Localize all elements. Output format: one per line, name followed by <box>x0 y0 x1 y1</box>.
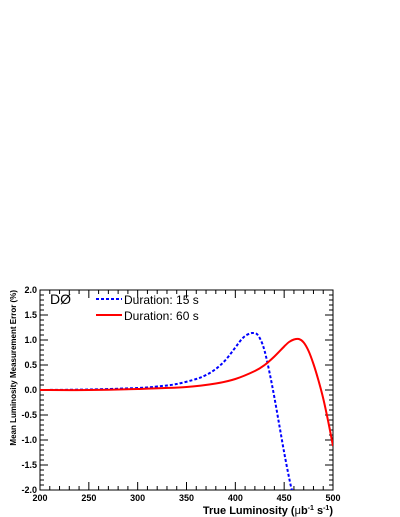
y-tick-label: 1.0 <box>24 335 37 345</box>
axis-ticks <box>39 289 334 491</box>
y-tick-label: -2.0 <box>21 485 37 495</box>
legend: Duration: 15 s Duration: 60 s <box>96 293 199 323</box>
y-tick-label: -1.0 <box>21 435 37 445</box>
series-line-15s <box>40 331 294 490</box>
y-tick-label: -1.5 <box>21 460 37 470</box>
x-tick-label: 350 <box>179 493 194 503</box>
y-axis-title: Mean Luminosity Measurement Error (%) <box>9 290 18 446</box>
x-tick-label: 200 <box>32 493 47 503</box>
x-tick-label: 500 <box>325 493 340 503</box>
y-tick-label: 0.5 <box>24 360 37 370</box>
series-line-60s <box>40 337 333 447</box>
y-tick-label: 1.5 <box>24 310 37 320</box>
x-axis-title: True Luminosity (μb-1 s-1) <box>203 505 333 517</box>
x-tick-label: 300 <box>130 493 145 503</box>
x-tick-label: 400 <box>228 493 243 503</box>
legend-label-60s: Duration: 60 s <box>124 309 199 323</box>
y-tick-label: -0.5 <box>21 410 37 420</box>
y-tick-label: 2.0 <box>24 285 37 295</box>
series-lines <box>40 331 333 490</box>
x-tick-label: 450 <box>277 493 292 503</box>
y-tick-label: 0.0 <box>24 385 37 395</box>
x-tick-labels: 200 250 300 350 400 450 500 <box>32 493 340 503</box>
experiment-label: DØ <box>50 291 71 307</box>
y-tick-labels: -2.0 -1.5 -1.0 -0.5 0.0 0.5 1.0 1.5 2.0 <box>21 285 37 495</box>
legend-label-15s: Duration: 15 s <box>124 293 199 307</box>
x-tick-label: 250 <box>81 493 96 503</box>
